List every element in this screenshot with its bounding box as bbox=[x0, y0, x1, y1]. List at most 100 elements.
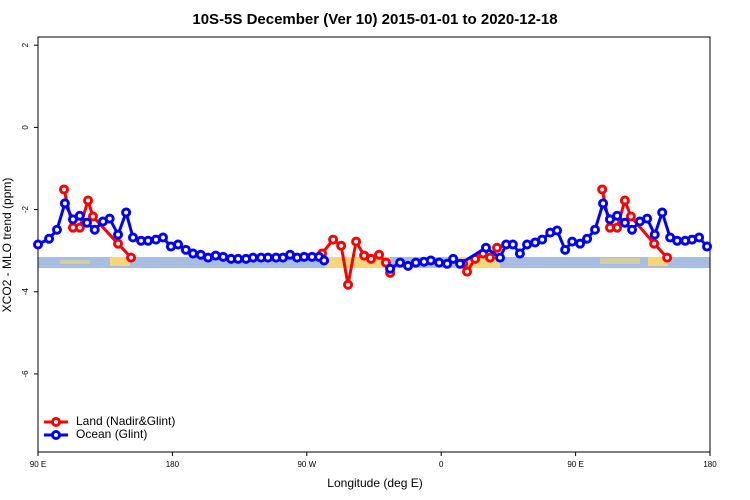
data-point bbox=[336, 240, 347, 251]
data-point bbox=[625, 211, 636, 222]
data-point bbox=[113, 229, 124, 240]
data-point bbox=[619, 217, 630, 228]
data-point bbox=[597, 184, 608, 195]
data-point bbox=[59, 198, 70, 209]
data-point bbox=[58, 184, 69, 195]
data-point bbox=[385, 263, 396, 274]
data-point bbox=[180, 244, 191, 255]
data-point bbox=[560, 244, 571, 255]
y-tick-label: 0 bbox=[21, 125, 30, 130]
data-point bbox=[627, 224, 638, 235]
y-tick-label: 2 bbox=[21, 42, 30, 47]
data-point bbox=[619, 195, 630, 206]
legend-label: Land (Nadir&Glint) bbox=[76, 414, 175, 428]
data-point bbox=[649, 229, 660, 240]
data-point bbox=[514, 248, 525, 259]
data-point bbox=[598, 198, 609, 209]
data-point bbox=[74, 210, 85, 221]
data-point bbox=[567, 236, 578, 247]
x-tick-label: 90 E bbox=[30, 460, 46, 469]
data-point bbox=[366, 253, 377, 264]
data-point bbox=[434, 257, 445, 268]
data-point bbox=[343, 279, 354, 290]
data-point bbox=[462, 266, 473, 277]
data-point bbox=[657, 207, 668, 218]
data-point bbox=[582, 233, 593, 244]
y-tick-label: -4 bbox=[21, 288, 30, 296]
land-strip bbox=[325, 257, 390, 268]
data-point bbox=[33, 239, 43, 250]
data-point bbox=[127, 232, 138, 243]
data-point bbox=[248, 252, 259, 263]
data-point bbox=[121, 207, 132, 218]
data-point bbox=[662, 252, 673, 263]
data-point bbox=[188, 248, 199, 259]
data-point bbox=[351, 236, 362, 247]
data-point bbox=[425, 255, 436, 266]
data-point bbox=[143, 235, 154, 246]
data-point bbox=[694, 232, 705, 243]
y-tick-label: -2 bbox=[21, 205, 30, 213]
data-point bbox=[89, 224, 100, 235]
data-point bbox=[604, 214, 615, 225]
chart-title: 10S-5S December (Ver 10) 2015-01-01 to 2… bbox=[192, 11, 557, 28]
data-point bbox=[522, 239, 533, 250]
x-tick-label: 180 bbox=[166, 460, 180, 469]
data-point bbox=[328, 234, 339, 245]
data-point bbox=[481, 242, 491, 253]
x-tick-label: 90 W bbox=[297, 460, 316, 469]
data-point bbox=[495, 252, 506, 263]
data-point bbox=[218, 251, 229, 262]
data-point bbox=[299, 251, 310, 262]
data-point bbox=[612, 222, 623, 233]
data-point bbox=[442, 258, 453, 269]
data-point bbox=[203, 252, 214, 263]
y-tick-label: -6 bbox=[21, 370, 30, 378]
data-point bbox=[507, 239, 518, 250]
data-point bbox=[374, 249, 385, 260]
land-strip bbox=[110, 257, 130, 266]
data-point bbox=[319, 255, 330, 266]
data-point bbox=[642, 213, 653, 224]
x-axis-label: Longitude (deg E) bbox=[327, 476, 422, 490]
data-point bbox=[448, 253, 459, 264]
series-line bbox=[320, 237, 392, 286]
data-point bbox=[672, 235, 683, 246]
x-tick-label: 180 bbox=[703, 460, 717, 469]
data-point bbox=[74, 222, 85, 233]
data-point bbox=[575, 238, 586, 249]
land-strip bbox=[648, 257, 668, 266]
data-point bbox=[210, 250, 221, 261]
data-point bbox=[51, 224, 62, 235]
data-point bbox=[612, 210, 623, 221]
data-point bbox=[44, 233, 55, 244]
data-point bbox=[455, 258, 466, 269]
y-axis-label: XCO2 - MLO trend (ppm) bbox=[0, 178, 14, 313]
data-point bbox=[233, 253, 244, 264]
data-point bbox=[83, 195, 94, 206]
legend-marker bbox=[51, 417, 61, 427]
data-point bbox=[403, 260, 414, 271]
data-point bbox=[87, 211, 98, 222]
data-point bbox=[395, 257, 406, 268]
data-point bbox=[537, 234, 548, 245]
data-point bbox=[552, 225, 563, 236]
legend-label: Ocean (Glint) bbox=[76, 427, 147, 441]
data-point bbox=[492, 242, 503, 253]
data-point bbox=[485, 252, 496, 263]
x-tick-label: 90 E bbox=[567, 460, 583, 469]
data-point bbox=[173, 239, 184, 250]
x-tick-label: 0 bbox=[439, 460, 444, 469]
data-point bbox=[410, 257, 421, 268]
data-point bbox=[590, 224, 601, 235]
land-strip bbox=[600, 258, 640, 264]
data-point bbox=[262, 252, 273, 263]
data-point bbox=[113, 238, 124, 249]
data-point bbox=[157, 232, 168, 243]
data-point bbox=[81, 217, 92, 228]
data-point bbox=[702, 241, 713, 252]
data-point bbox=[649, 238, 660, 249]
land-strip bbox=[60, 260, 90, 264]
data-point bbox=[67, 214, 78, 225]
